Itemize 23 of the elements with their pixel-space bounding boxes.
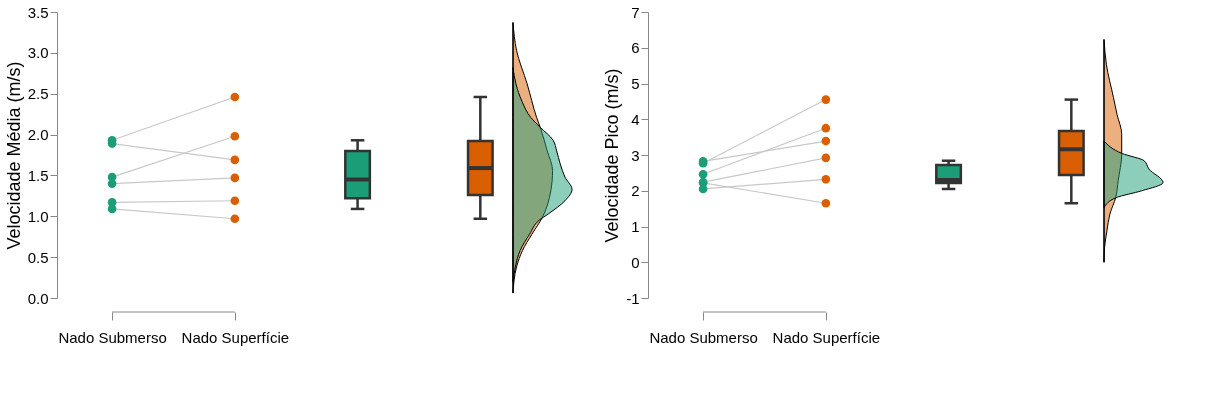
y-tick-label: 3.0: [27, 44, 49, 62]
y-tick-label: 6: [631, 39, 640, 57]
y-tick-label: 1: [631, 218, 640, 235]
x-tick-label: Nado Superfície: [181, 328, 290, 346]
y-tick-label: 7: [631, 3, 640, 21]
y-tick-label: 1.5: [27, 166, 49, 184]
x-tick-label: Nado Superfície: [772, 328, 881, 346]
y-tick-label: 2: [631, 182, 640, 200]
x-tick-label: Nado Submerso: [649, 328, 758, 346]
x-tick-label: Nado Submerso: [58, 328, 167, 346]
y-tick-label: 1.0: [27, 207, 49, 225]
y-tick-label: 4: [631, 110, 640, 128]
y-tick-label: 0.5: [27, 248, 49, 266]
y-tick-label: 0: [631, 253, 640, 271]
y-tick-label: 0.0: [27, 289, 49, 307]
y-tick-label: 2.0: [27, 126, 49, 144]
y-tick-label: 2.5: [27, 85, 49, 103]
y-axis-title: Velocidade Pico (m/s): [602, 68, 623, 243]
y-tick-label: -1: [626, 289, 640, 307]
y-tick-label: 3: [631, 146, 640, 164]
y-axis-title: Velocidade Média (m/s): [3, 61, 24, 250]
y-tick-label: 5: [631, 75, 640, 92]
y-tick-label: 3.5: [27, 3, 49, 21]
